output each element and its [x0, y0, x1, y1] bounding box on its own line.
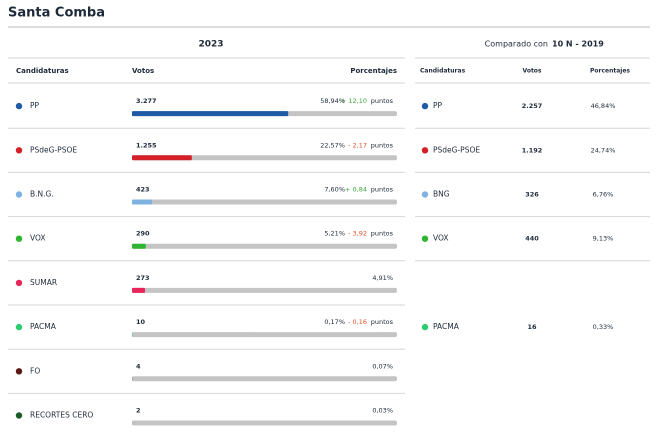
- party-name: SUMAR: [30, 278, 57, 287]
- votes: 10: [136, 318, 146, 326]
- bar-track: [132, 199, 397, 205]
- bar-track: [132, 376, 397, 382]
- column-header: Porcentajes: [590, 68, 630, 75]
- party-dot: [15, 147, 23, 154]
- votes: 440: [525, 235, 539, 243]
- points-label: puntos: [371, 141, 394, 149]
- party-name: PP: [30, 101, 40, 110]
- party-name: RECORTES CERO: [30, 411, 93, 420]
- percent: 24,74%: [591, 146, 616, 154]
- votes: 2: [136, 407, 141, 415]
- change: - 2,17: [348, 141, 367, 149]
- percent: 5,21%: [324, 230, 345, 238]
- column-header: Candidaturas: [16, 67, 69, 75]
- party-name: VOX: [30, 234, 46, 243]
- party-dot: [15, 235, 23, 242]
- change: + 12,10: [341, 97, 367, 105]
- bar: [132, 287, 146, 293]
- votes: 3.277: [136, 97, 157, 105]
- comparison-prefix: Comparado con: [485, 40, 548, 49]
- party-dot: [421, 102, 429, 110]
- percent: 0,33%: [593, 323, 614, 331]
- percent: 0,07%: [372, 362, 393, 370]
- party-dot: [15, 368, 23, 375]
- change: + 0,84: [345, 186, 367, 194]
- bar: [132, 199, 153, 205]
- votes: 2.257: [522, 102, 543, 110]
- points-label: puntos: [371, 186, 394, 194]
- points-label: puntos: [371, 318, 394, 326]
- column-header: Candidaturas: [420, 68, 466, 75]
- percent: 9,13%: [593, 235, 614, 243]
- votes: 290: [136, 230, 150, 238]
- bar-track: [132, 332, 397, 338]
- percent: 0,03%: [372, 407, 393, 415]
- percent: 7,60%: [324, 186, 345, 194]
- page-title: Santa Comba: [8, 6, 105, 21]
- bar-track: [132, 243, 397, 249]
- party-name: VOX: [433, 234, 449, 243]
- column-header: Votos: [132, 67, 154, 75]
- votes: 1.192: [522, 146, 543, 154]
- party-dot: [421, 147, 429, 154]
- party-dot: [421, 323, 429, 331]
- votes: 273: [136, 274, 150, 282]
- bar-track: [132, 287, 397, 293]
- votes: 4: [136, 362, 141, 370]
- percent: 4,91%: [372, 274, 393, 282]
- party-dot: [15, 323, 23, 331]
- party-dot: [421, 191, 429, 198]
- party-name: PP: [433, 101, 443, 110]
- year-heading: 2023: [198, 40, 223, 50]
- change: - 0,16: [348, 318, 367, 326]
- votes: 1.255: [136, 141, 157, 149]
- column-header: Votos: [523, 68, 542, 75]
- votes: 423: [136, 186, 150, 194]
- percent: 6,76%: [593, 191, 614, 199]
- party-name: PSdeG-PSOE: [433, 145, 480, 154]
- party-name: PACMA: [30, 322, 57, 331]
- bar: [132, 155, 192, 161]
- percent: 58,94%: [320, 97, 345, 105]
- change: - 3,92: [348, 230, 367, 238]
- party-dot: [15, 102, 23, 110]
- party-dot: [15, 279, 23, 287]
- comparison-election: 10 N - 2019: [552, 40, 604, 49]
- party-name: B.N.G.: [30, 190, 54, 199]
- party-dot: [15, 412, 23, 419]
- points-label: puntos: [371, 97, 394, 105]
- bar: [132, 243, 146, 249]
- points-label: puntos: [371, 230, 394, 238]
- percent: 46,84%: [591, 102, 616, 110]
- party-dot: [421, 235, 429, 242]
- column-header: Porcentajes: [350, 67, 397, 75]
- bar: [132, 111, 289, 117]
- votes: 16: [527, 323, 537, 331]
- party-name: PSdeG-PSOE: [30, 145, 77, 154]
- votes: 326: [525, 191, 539, 199]
- party-name: FO: [30, 366, 40, 375]
- bar-track: [132, 420, 397, 426]
- percent: 0,17%: [324, 318, 345, 326]
- party-name: BNG: [433, 190, 450, 199]
- party-name: PACMA: [433, 322, 460, 331]
- bar-track: [132, 155, 397, 161]
- party-dot: [15, 191, 23, 198]
- percent: 22,57%: [320, 141, 345, 149]
